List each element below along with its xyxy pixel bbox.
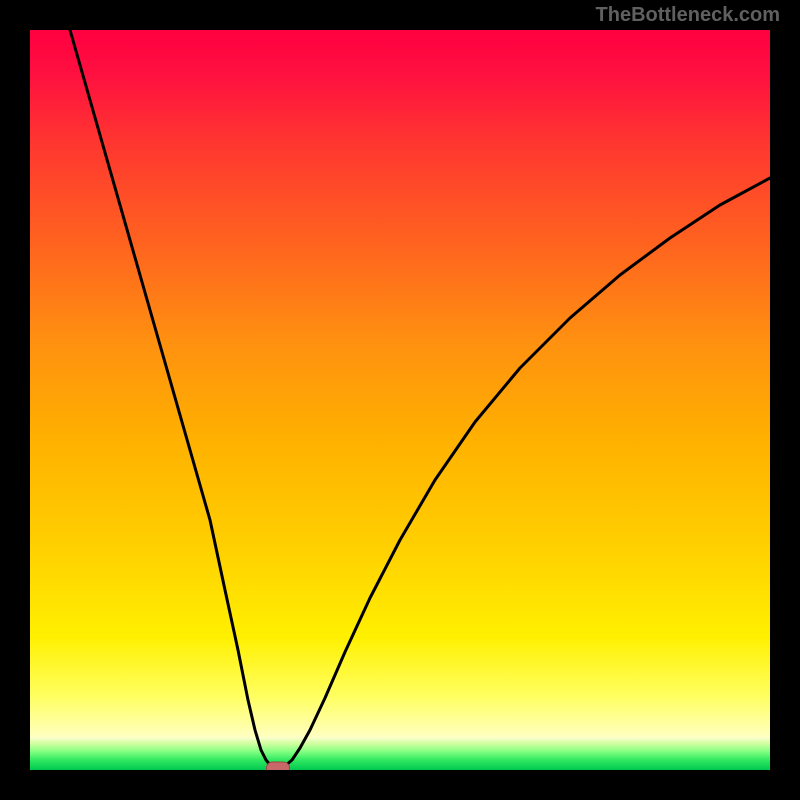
watermark-text: TheBottleneck.com — [596, 4, 780, 27]
curve-svg — [30, 30, 770, 770]
v-curve-path — [70, 30, 770, 768]
plot-area — [30, 30, 770, 770]
minimum-marker — [266, 761, 290, 770]
